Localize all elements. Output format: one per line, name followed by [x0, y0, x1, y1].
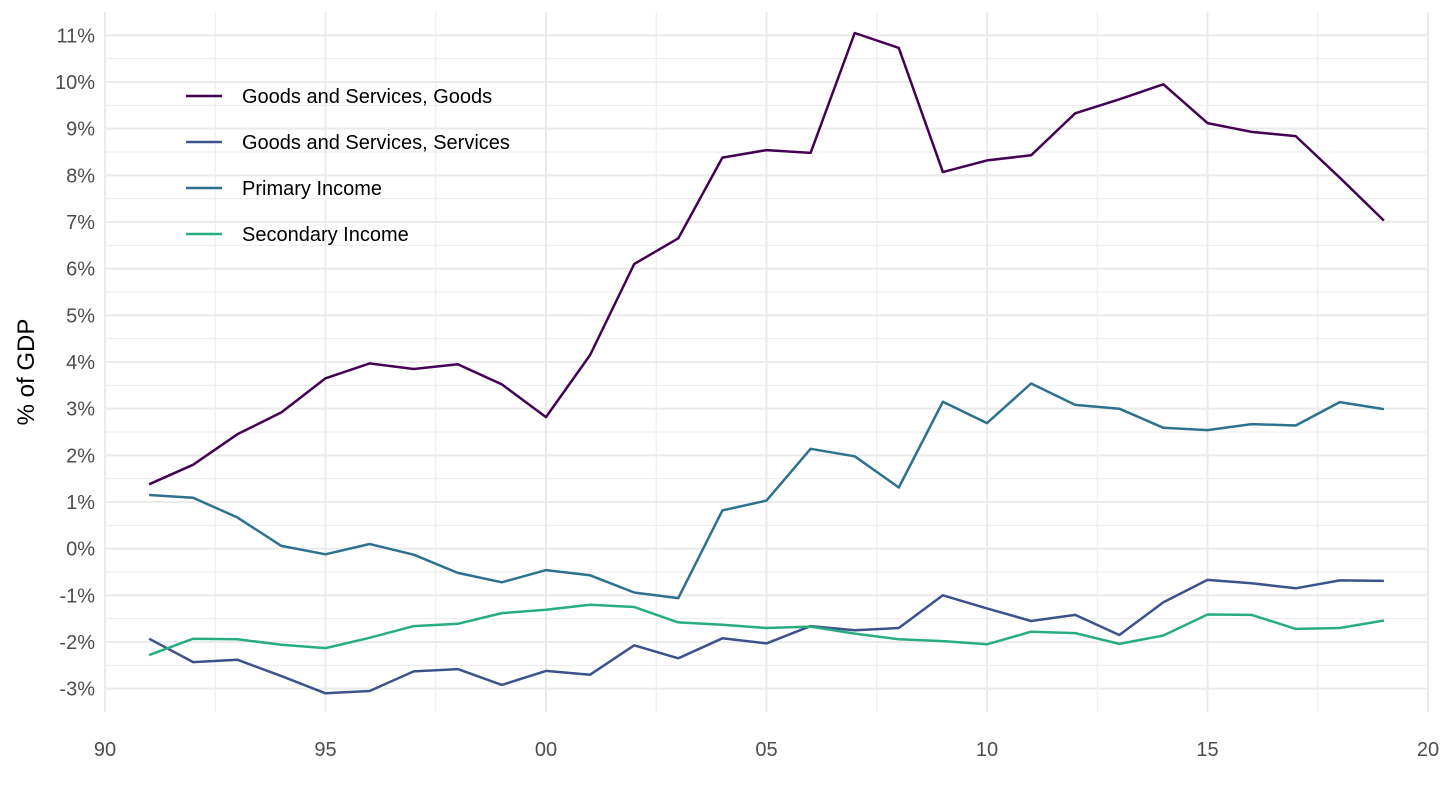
- x-tick-label: 05: [755, 739, 777, 761]
- legend-label-4: Secondary Income: [242, 224, 409, 246]
- y-tick-label: -3%: [59, 679, 95, 701]
- y-tick-label: 0%: [66, 539, 95, 561]
- series-line-1: [148, 31, 1385, 486]
- y-axis-tick-labels: -3% -2% -1% 0% 1% 2% 3% 4% 5% 6% 7% 8% 9% 10% 11%: [55, 25, 95, 700]
- x-tick-label: 20: [1417, 739, 1439, 761]
- x-tick-label: 95: [314, 739, 336, 761]
- y-tick-label: 1%: [66, 492, 95, 514]
- y-tick-label: 7%: [66, 212, 95, 234]
- legend-label-1: Goods and Services, Goods: [242, 86, 492, 108]
- legend-label-2: Goods and Services, Services: [242, 132, 510, 154]
- x-axis-tick-labels: 90 95 00 05 10 15 20: [94, 739, 1439, 761]
- x-tick-label: 00: [535, 739, 557, 761]
- legend: Goods and Services, Goods Goods and Servi…: [186, 86, 510, 246]
- y-tick-label: -1%: [59, 585, 95, 607]
- x-tick-label: 15: [1196, 739, 1218, 761]
- y-tick-label: 9%: [66, 119, 95, 141]
- major-gridlines: [104, 12, 1429, 712]
- y-tick-label: 5%: [66, 305, 95, 327]
- y-tick-label: 2%: [66, 445, 95, 467]
- series-line-3: [149, 382, 1385, 600]
- x-tick-label: 10: [976, 739, 998, 761]
- y-tick-label: 11%: [56, 25, 95, 47]
- y-tick-label: 6%: [66, 259, 95, 281]
- y-tick-label: 8%: [66, 165, 95, 187]
- y-tick-label: 10%: [55, 72, 95, 94]
- legend-label-3: Primary Income: [242, 178, 382, 200]
- series-line-2: [148, 578, 1384, 695]
- y-axis-title: % of GDP: [13, 319, 40, 426]
- y-tick-label: 4%: [66, 352, 95, 374]
- series-line-4: [148, 603, 1385, 657]
- y-tick-label: -2%: [59, 632, 95, 654]
- series-lines: [148, 31, 1385, 695]
- y-tick-label: 3%: [66, 399, 95, 421]
- x-tick-label: 90: [94, 739, 116, 761]
